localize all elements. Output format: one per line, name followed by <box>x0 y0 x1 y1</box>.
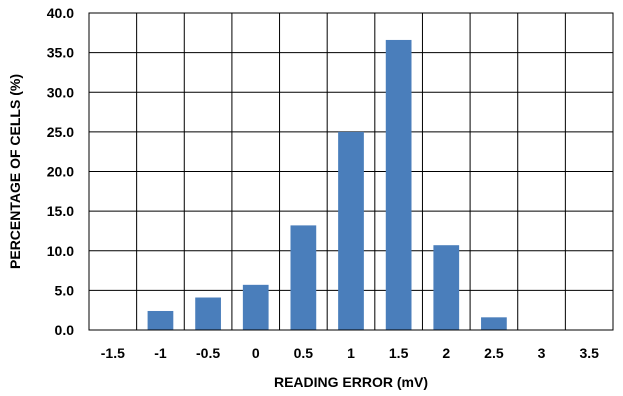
x-tick-label: 0.5 <box>294 345 314 361</box>
x-tick-label: -0.5 <box>196 345 220 361</box>
bars <box>147 39 507 330</box>
bar-1.5 <box>385 39 412 330</box>
bar-2.5 <box>481 317 507 330</box>
x-tick-label: 2 <box>442 345 450 361</box>
x-tick-label: 1 <box>347 345 355 361</box>
x-tick-label: 3 <box>538 345 546 361</box>
x-tick-label: 2.5 <box>484 345 504 361</box>
y-tick-label: 35.0 <box>47 45 74 61</box>
bar-0.5 <box>290 225 317 330</box>
x-axis-label: READING ERROR (mV) <box>274 374 428 390</box>
x-tick-label: -1 <box>154 345 167 361</box>
bar-2 <box>433 245 460 330</box>
y-tick-label: 40.0 <box>47 5 74 21</box>
x-tick-label: 3.5 <box>579 345 599 361</box>
bar--1 <box>147 310 174 330</box>
y-tick-label: 5.0 <box>55 282 75 298</box>
plot-frame <box>88 12 614 331</box>
y-tick-label: 10.0 <box>47 243 74 259</box>
x-tick-label: 0 <box>252 345 260 361</box>
y-tick-label: 30.0 <box>47 84 74 100</box>
x-tick-labels: -1.5 -1 -0.5 0 0.5 1 1.5 2 2.5 3 3.5 <box>101 345 599 361</box>
bar-0 <box>242 284 269 330</box>
bar-1 <box>338 131 364 330</box>
y-axis-label: PERCENTAGE OF CELLS (%) <box>7 74 23 269</box>
bar--0.5 <box>195 297 221 330</box>
y-tick-label: 15.0 <box>47 203 74 219</box>
y-tick-label: 20.0 <box>47 164 74 180</box>
x-tick-label: 1.5 <box>389 345 409 361</box>
y-tick-labels: 0.0 5.0 10.0 15.0 20.0 25.0 30.0 35.0 40.0 <box>47 5 74 338</box>
y-tick-label: 0.0 <box>55 322 75 338</box>
x-tick-label: -1.5 <box>101 345 125 361</box>
y-tick-label: 25.0 <box>47 124 74 140</box>
